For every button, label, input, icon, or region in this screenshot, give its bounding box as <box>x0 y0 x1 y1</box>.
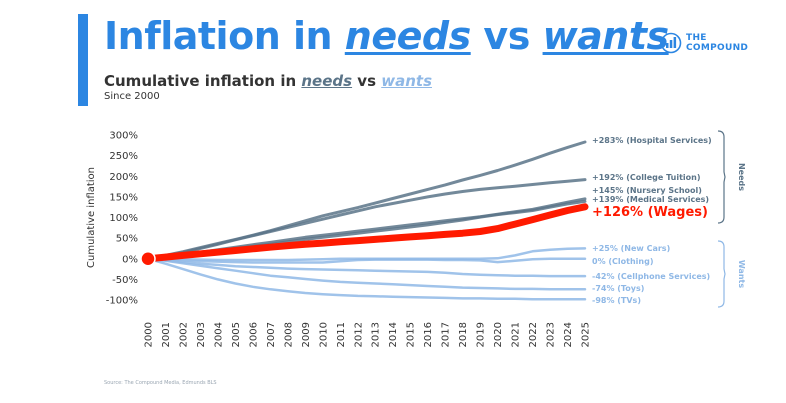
y-tick-label: 250% <box>109 151 138 162</box>
series-end-label: +25% (New Cars) <box>592 244 670 253</box>
x-tick-label: 2021 <box>511 322 522 347</box>
series-line-cellphone-services <box>146 257 587 278</box>
x-tick-label: 2017 <box>441 322 452 347</box>
series-line-tvs <box>146 257 587 301</box>
x-tick-label: 2016 <box>423 322 434 347</box>
series-end-label: +126% (Wages) <box>592 205 708 220</box>
x-tick-label: 2005 <box>231 322 242 347</box>
title-accent-bar <box>78 14 88 106</box>
series-end-label: -74% (Toys) <box>592 284 644 293</box>
title-prefix: Inflation in <box>104 14 345 58</box>
subtitle-mid: vs <box>352 72 382 90</box>
x-tick-label: 2019 <box>476 322 487 347</box>
x-tick-label: 2002 <box>178 322 189 347</box>
y-tick-label: 100% <box>109 213 138 224</box>
page-title: Inflation in needs vs wants <box>104 14 669 58</box>
y-tick-label: 50% <box>116 234 138 245</box>
y-tick-label: -50% <box>112 275 138 286</box>
y-tick-label: 200% <box>109 172 138 183</box>
x-tick-label: 2003 <box>196 322 207 347</box>
y-tick-label: 300% <box>109 131 138 142</box>
series-end-label: -42% (Cellphone Services) <box>592 272 710 281</box>
y-axis-label: Cumulative inflation <box>86 167 97 268</box>
wants-group-label: Wants <box>737 260 746 288</box>
needs-bracket <box>717 130 726 224</box>
x-tick-label: 2024 <box>563 322 574 347</box>
series-line-clothing <box>146 257 587 264</box>
subtitle-prefix: Cumulative inflation in <box>104 72 302 90</box>
title-needs-word: needs <box>344 14 471 58</box>
source-note: Source: The Compound Media, Edmunds BLS <box>104 380 217 386</box>
x-tick-label: 2000 <box>144 322 155 347</box>
x-tick-label: 2008 <box>283 322 294 347</box>
x-tick-label: 2004 <box>213 322 224 347</box>
series-end-label: +283% (Hospital Services) <box>592 136 712 145</box>
series-end-label: 0% (Clothing) <box>592 257 653 266</box>
wants-bracket <box>717 240 726 308</box>
logo-line-1: THE <box>686 33 707 43</box>
chart-subtitle: Cumulative inflation in needs vs wants <box>104 72 432 90</box>
series-end-label: +139% (Medical Services) <box>592 195 709 204</box>
x-tick-label: 2023 <box>546 322 557 347</box>
x-tick-label: 2020 <box>493 322 504 347</box>
logo-line-2: COMPOUND <box>686 43 749 53</box>
needs-group-label: Needs <box>737 163 746 191</box>
x-tick-label: 2022 <box>528 322 539 347</box>
series-end-label: -98% (TVs) <box>592 296 641 305</box>
compound-logo: THE COMPOUND <box>660 32 748 54</box>
since-note: Since 2000 <box>104 91 160 102</box>
series-line-college-tuition <box>146 178 587 261</box>
subtitle-wants-word: wants <box>381 72 432 90</box>
x-tick-label: 2025 <box>581 322 592 347</box>
title-wants-word: wants <box>542 14 670 58</box>
title-mid: vs <box>470 14 543 58</box>
x-tick-label: 2015 <box>406 322 417 347</box>
x-tick-label: 2006 <box>248 322 259 347</box>
y-tick-label: 150% <box>109 192 138 203</box>
bar-chart-circle-icon <box>660 32 682 54</box>
x-tick-label: 2011 <box>336 322 347 347</box>
x-tick-label: 2014 <box>388 322 399 347</box>
y-tick-label: 0% <box>122 254 138 265</box>
x-tick-label: 2001 <box>161 322 172 347</box>
series-end-label: +145% (Nursery School) <box>592 186 702 195</box>
x-tick-label: 2018 <box>458 322 469 347</box>
series-line-wages <box>144 203 589 263</box>
x-tick-label: 2013 <box>371 322 382 347</box>
y-tick-label: -100% <box>106 296 138 307</box>
subtitle-needs-word: needs <box>301 72 353 90</box>
series-line-toys <box>146 257 587 291</box>
x-tick-label: 2012 <box>353 322 364 347</box>
x-tick-label: 2007 <box>266 322 277 347</box>
series-end-label: +192% (College Tuition) <box>592 173 701 182</box>
origin-dot <box>140 251 156 267</box>
x-tick-label: 2009 <box>301 322 312 347</box>
x-tick-label: 2010 <box>318 322 329 347</box>
